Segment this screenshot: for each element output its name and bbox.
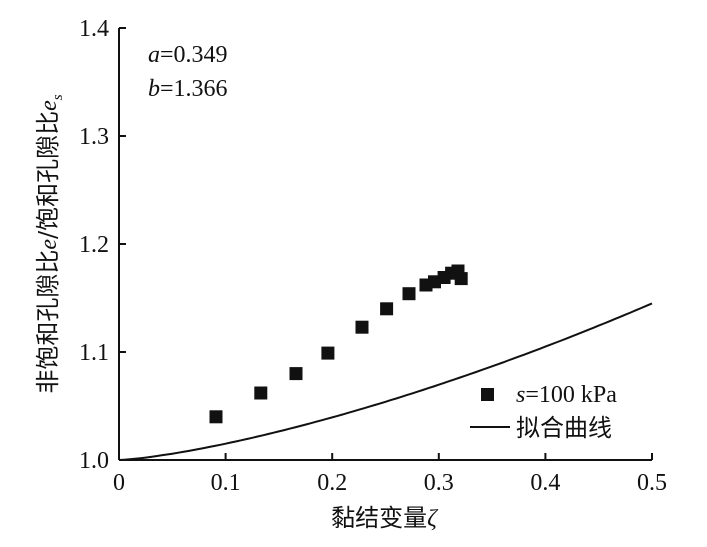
y-tick-label: 1.2: [79, 232, 109, 258]
annotation-b: b=1.366: [148, 76, 228, 102]
data-point: [454, 272, 468, 286]
y-tick-label: 1.4: [79, 16, 109, 42]
y-tick-label: 1.1: [79, 340, 109, 366]
data-point: [355, 320, 369, 334]
y-axis-title: 非饱和孔隙比e/饱和孔隙比es: [34, 94, 66, 393]
annotation-a: a=0.349: [148, 42, 228, 68]
data-point: [380, 302, 394, 316]
y-tick-label: 1.3: [79, 124, 109, 150]
tick-labels: 0 0.1 0.2 0.3 0.4 0.5 1.0 1.1 1.2 1.3 1.4: [79, 16, 667, 496]
x-tick-label: 0.2: [317, 470, 347, 496]
axis-ticks: [119, 27, 653, 460]
legend-label-fit: 拟合曲线: [516, 414, 612, 442]
x-tick-label: 0.1: [211, 470, 241, 496]
x-tick-label: 0: [113, 470, 125, 496]
data-point: [209, 410, 223, 424]
data-points: [209, 264, 468, 424]
legend: s=100 kPa 拟合曲线: [470, 382, 617, 442]
data-point: [254, 386, 268, 400]
data-point: [402, 287, 416, 301]
x-tick-label: 0.3: [424, 470, 454, 496]
fit-curve: [118, 302, 653, 461]
data-point: [289, 367, 303, 381]
legend-square-marker: [481, 388, 494, 401]
x-tick-label: 0.4: [530, 470, 560, 496]
y-tick-label: 1.0: [79, 448, 109, 474]
legend-label-series: s=100 kPa: [516, 382, 617, 408]
x-axis-title: 黏结变量ζ: [331, 504, 439, 532]
data-point: [321, 346, 335, 360]
x-tick-label: 0.5: [637, 470, 667, 496]
